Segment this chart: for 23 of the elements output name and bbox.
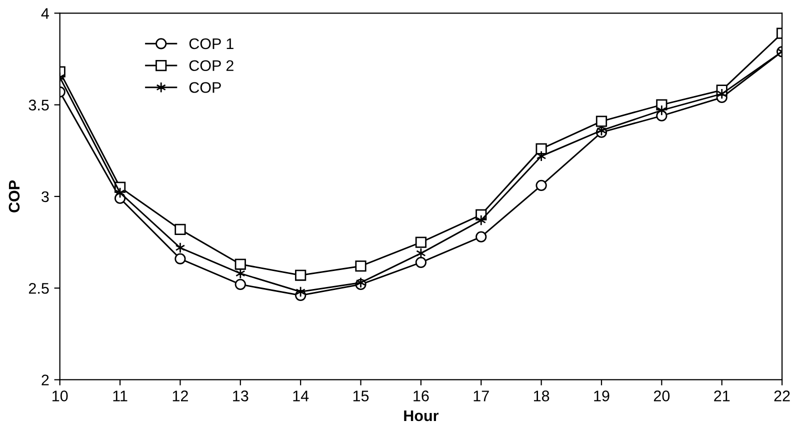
x-tick-label: 18: [534, 390, 550, 402]
x-tick-label: 21: [714, 390, 730, 402]
x-tick-label: 13: [233, 390, 248, 402]
legend-label: COP 2: [189, 60, 234, 72]
x-tick-label: 10: [52, 390, 68, 402]
x-tick-label: 20: [654, 390, 670, 402]
x-tick-label: 11: [113, 390, 128, 402]
x-tick-label: 14: [293, 390, 309, 402]
x-tick-label: 17: [474, 390, 489, 402]
x-tick-label: 16: [414, 390, 429, 402]
legend-label: COP: [189, 82, 221, 93]
legend-label: COP 1: [189, 38, 234, 50]
x-tick-label: 22: [774, 390, 790, 402]
y-tick-label: 2.5: [28, 282, 49, 294]
y-tick-label: 3.5: [28, 100, 49, 110]
x-tick-label: 15: [353, 390, 369, 402]
y-tick-label: 4: [41, 8, 49, 19]
y-tick-label: 3: [42, 191, 49, 202]
x-axis-title: Hour: [404, 410, 439, 422]
y-tick-label: 2: [42, 374, 49, 386]
x-tick-label: 19: [594, 390, 610, 402]
x-tick-label: 12: [172, 390, 188, 402]
y-axis-title: COP: [8, 180, 20, 212]
